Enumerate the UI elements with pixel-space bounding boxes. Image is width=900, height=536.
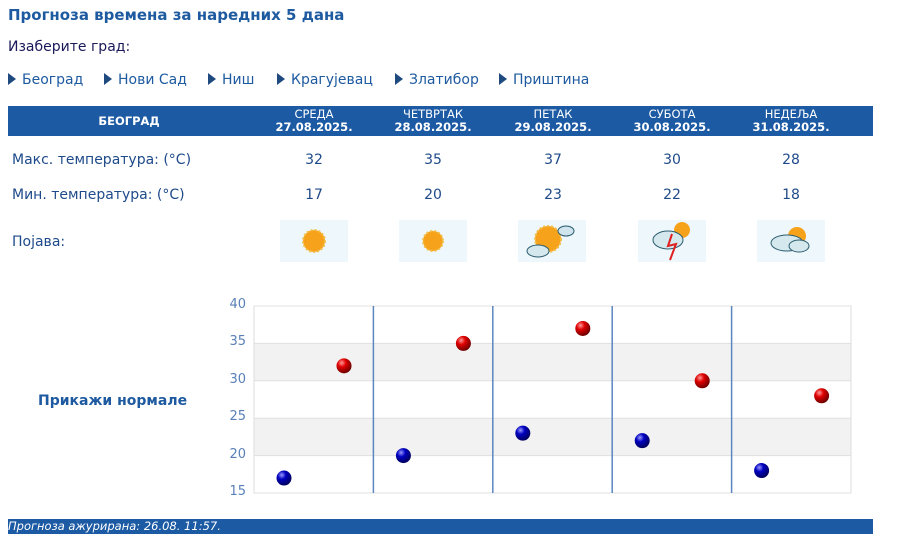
sunny-icon: [280, 220, 348, 262]
city-label: Крагујевац: [291, 72, 373, 88]
day-header: ЧЕТВРТАК 28.08.2025.: [374, 108, 492, 134]
city-label: Ниш: [222, 72, 255, 88]
day-name: ПЕТАК: [533, 107, 573, 121]
max-temp-point: [814, 388, 830, 404]
city-header: БЕОГРАД: [98, 114, 160, 128]
grid-band: [254, 418, 851, 456]
min-temp-label: Мин. температура: (°C): [12, 187, 185, 203]
page-title: Прогноза времена за наредних 5 дана: [8, 6, 345, 24]
city-label: Златибор: [409, 72, 479, 88]
min-temp-point: [515, 425, 531, 441]
max-temp-point: [336, 358, 352, 374]
grid-band: [254, 343, 851, 381]
min-temp-point: [634, 433, 650, 449]
max-temp-value: 28: [782, 152, 800, 168]
arrow-icon: [395, 73, 403, 85]
day-header: СУБОТА 30.08.2025.: [613, 108, 731, 134]
partly-cloudy-icon: [757, 220, 825, 262]
y-tick-label: 40: [229, 297, 246, 312]
city-link-nis[interactable]: Ниш: [208, 72, 254, 88]
y-tick-label: 20: [229, 446, 246, 462]
phenomenon-label: Појава:: [12, 234, 66, 250]
day-name: СУБОТА: [648, 107, 696, 121]
arrow-icon: [8, 73, 16, 85]
city-link-kragujevac[interactable]: Крагујевац: [277, 72, 373, 88]
y-tick-label: 15: [229, 484, 246, 499]
max-temp-value: 32: [305, 152, 323, 168]
forecast-header: БЕОГРАД СРЕДА 27.08.2025. ЧЕТВРТАК 28.08.2…: [8, 106, 873, 136]
min-temp-point: [395, 448, 411, 464]
show-normals-link[interactable]: Прикажи нормале: [38, 393, 188, 409]
min-temp-value: 23: [544, 187, 562, 203]
mostly-sunny-icon: [518, 220, 586, 262]
y-tick-label: 35: [229, 334, 246, 350]
day-date: 29.08.2025.: [514, 120, 592, 134]
min-temp-value: 18: [782, 187, 800, 203]
city-link-pristina[interactable]: Приштина: [499, 72, 589, 88]
city-link-beograd[interactable]: Београд: [8, 72, 83, 88]
min-temp-point: [754, 463, 770, 479]
day-name: СРЕДА: [294, 107, 334, 121]
day-header: НЕДЕЉА 31.08.2025.: [732, 108, 850, 134]
thunderstorm-icon: [638, 220, 706, 262]
sunny-icon: [399, 220, 467, 262]
arrow-icon: [104, 73, 112, 85]
city-label: Београд: [22, 72, 84, 88]
forecast-updated-footer: Прогноза ажурирана: 26.08. 11:57.: [8, 519, 873, 534]
min-temp-value: 17: [305, 187, 323, 203]
y-tick-label: 25: [229, 409, 246, 425]
max-temp-point: [694, 373, 710, 389]
max-temp-value: 30: [663, 152, 681, 168]
city-link-zlatibor[interactable]: Златибор: [395, 72, 479, 88]
day-header: СРЕДА 27.08.2025.: [255, 108, 373, 134]
choose-city-label: Изаберите град:: [8, 39, 131, 55]
day-name: НЕДЕЉА: [764, 107, 818, 121]
max-temp-value: 35: [424, 152, 442, 168]
min-temp-point: [276, 470, 292, 486]
day-date: 30.08.2025.: [633, 120, 711, 134]
min-temp-value: 22: [663, 187, 681, 203]
day-date: 31.08.2025.: [752, 120, 830, 134]
arrow-icon: [277, 73, 285, 85]
city-link-novi-sad[interactable]: Нови Сад: [104, 72, 187, 88]
day-date: 28.08.2025.: [394, 120, 472, 134]
max-temp-value: 37: [544, 152, 562, 168]
max-temp-point: [575, 320, 591, 336]
min-temp-value: 20: [424, 187, 442, 203]
arrow-icon: [208, 73, 216, 85]
city-label: Нови Сад: [118, 72, 187, 88]
arrow-icon: [499, 73, 507, 85]
max-temp-point: [455, 335, 471, 351]
day-name: ЧЕТВРТАК: [402, 107, 464, 121]
city-label: Приштина: [513, 72, 590, 88]
day-header: ПЕТАК 29.08.2025.: [494, 108, 612, 134]
y-tick-label: 30: [229, 371, 246, 387]
day-date: 27.08.2025.: [275, 120, 353, 134]
max-temp-label: Макс. температура: (°C): [12, 152, 192, 168]
